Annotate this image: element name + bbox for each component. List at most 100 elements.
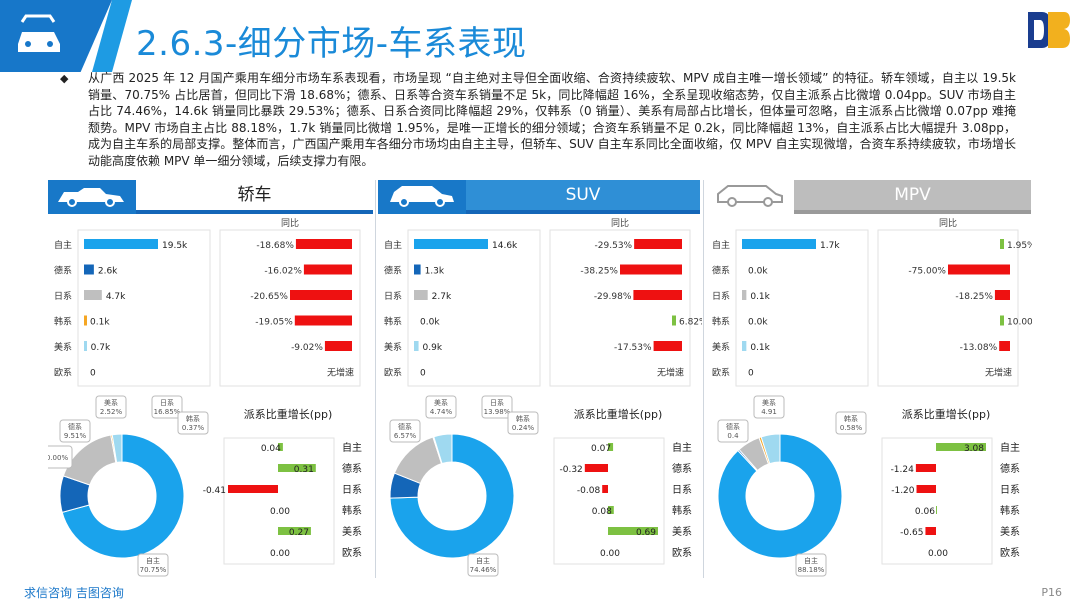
category-label: 欧系 bbox=[54, 367, 72, 379]
donut-slice bbox=[717, 433, 843, 559]
page-title: 2.6.3-细分市场-车系表现 bbox=[136, 24, 527, 64]
share-change-title: 派系比重增长(pp) bbox=[244, 407, 333, 421]
sales-value-label: 2.6k bbox=[98, 267, 118, 277]
donut-share-label: 4.74% bbox=[430, 408, 453, 416]
donut-category-label: 德系 bbox=[726, 422, 740, 431]
donut-callout-box bbox=[48, 445, 73, 469]
yoy-header: 同比 bbox=[939, 217, 957, 229]
donut-slice bbox=[61, 433, 185, 559]
share-change-category-label: 欧系 bbox=[1000, 547, 1020, 559]
yoy-value-label: 无增速 bbox=[985, 367, 1012, 379]
category-label: 欧系 bbox=[384, 367, 402, 379]
yoy-bar bbox=[324, 341, 352, 351]
share-change-category-label: 自主 bbox=[672, 441, 692, 454]
share-change-category-label: 自主 bbox=[342, 441, 362, 454]
donut-share-label: 74.46% bbox=[470, 566, 497, 574]
share-change-category-label: 韩系 bbox=[1000, 504, 1020, 517]
sedan-icon bbox=[58, 188, 124, 207]
segment-label-sedan: 轿车 bbox=[136, 180, 373, 210]
segment-label-mpv: MPV bbox=[794, 180, 1031, 210]
donut-category-label: 韩系 bbox=[186, 414, 200, 423]
share-change-category-label: 德系 bbox=[1000, 462, 1020, 475]
sales-bar bbox=[84, 239, 158, 249]
donut-share-label: 16.85% bbox=[154, 408, 181, 416]
yoy-chart-frame bbox=[219, 229, 361, 387]
yoy-bar bbox=[633, 290, 682, 300]
summary-paragraph: 从广西 2025 年 12 月国产乘用车细分市场车系表现看，市场呈现 “自主绝对… bbox=[88, 71, 1016, 168]
share-change-title: 派系比重增长(pp) bbox=[902, 407, 991, 421]
category-label: 美系 bbox=[712, 341, 730, 353]
sales-value-label: 1.7k bbox=[820, 241, 840, 251]
share-change-value-label: 0.00 bbox=[270, 507, 290, 517]
donut-callout-box bbox=[467, 553, 499, 577]
yoy-value-label: 无增速 bbox=[657, 367, 684, 379]
category-label: 德系 bbox=[712, 265, 730, 277]
share-change-category-label: 日系 bbox=[342, 484, 362, 496]
share-change-category-label: 美系 bbox=[1000, 525, 1020, 538]
yoy-value-label: 无增速 bbox=[327, 367, 354, 379]
sales-value-label: 0.1k bbox=[750, 292, 770, 302]
share-change-bar bbox=[608, 527, 658, 535]
donut-share-label: 0.4 bbox=[727, 432, 739, 440]
sales-value-label: 0.7k bbox=[91, 343, 111, 353]
mpv-icon bbox=[717, 185, 783, 207]
sales-value-label: 2.7k bbox=[432, 292, 452, 302]
share-change-value-label: 0.04 bbox=[261, 444, 281, 454]
donut-slice bbox=[433, 433, 453, 465]
donut-share-label: 13.98% bbox=[484, 408, 511, 416]
donut-callout-box bbox=[835, 411, 867, 435]
share-change-bar bbox=[925, 527, 936, 535]
yoy-header: 同比 bbox=[281, 217, 299, 229]
share-change-category-label: 日系 bbox=[672, 484, 692, 496]
sales-chart-frame bbox=[735, 229, 869, 387]
share-change-value-label: -1.20 bbox=[891, 486, 915, 496]
share-change-bar bbox=[278, 443, 283, 451]
sales-value-label: 0.0k bbox=[420, 318, 440, 328]
yoy-bar bbox=[290, 290, 352, 300]
yoy-bar bbox=[295, 239, 352, 249]
sales-bar bbox=[414, 264, 421, 275]
share-change-value-label: 0.06 bbox=[915, 507, 935, 517]
yoy-value-label: -75.00% bbox=[908, 267, 946, 277]
donut-share-label: 0.00% bbox=[48, 454, 68, 462]
donut-category-label: 自主 bbox=[476, 556, 490, 565]
sales-value-label: 4.7k bbox=[106, 292, 126, 302]
share-change-value-label: 0.00 bbox=[928, 549, 948, 559]
category-label: 韩系 bbox=[712, 316, 730, 328]
donut-share-label: 0.24% bbox=[512, 424, 535, 432]
sales-bar bbox=[742, 290, 747, 300]
share-change-category-label: 韩系 bbox=[672, 504, 692, 517]
donut-category-label: 日系 bbox=[160, 398, 174, 407]
donut-share-label: 70.75% bbox=[140, 566, 167, 574]
sales-bar bbox=[414, 239, 488, 249]
share-change-value-label: -0.65 bbox=[900, 528, 923, 538]
category-label: 韩系 bbox=[54, 316, 72, 328]
segment-header-sedan: 轿车 bbox=[48, 180, 373, 214]
share-change-bar bbox=[608, 506, 614, 514]
share-change-bar bbox=[608, 443, 614, 451]
share-change-bar bbox=[915, 464, 936, 472]
sales-value-label: 0.0k bbox=[748, 267, 768, 277]
sales-value-label: 0.9k bbox=[423, 343, 443, 353]
segment-label-suv: SUV bbox=[466, 180, 700, 210]
yoy-value-label: -18.68% bbox=[256, 241, 294, 251]
yoy-bar bbox=[999, 341, 1010, 351]
yoy-value-label: -16.02% bbox=[264, 267, 302, 277]
share-change-value-label: 0.31 bbox=[294, 465, 314, 475]
donut-share-label: 4.91 bbox=[761, 408, 777, 416]
donut-callout-box bbox=[507, 411, 539, 435]
sales-chart-frame bbox=[77, 229, 211, 387]
divider bbox=[703, 180, 704, 578]
donut-callout-box bbox=[95, 395, 127, 419]
donut-callout-box bbox=[59, 419, 91, 443]
category-label: 欧系 bbox=[712, 367, 730, 379]
footer-link[interactable]: 求信咨询 吉图咨询 bbox=[24, 586, 124, 600]
donut-category-label: 韩系 bbox=[844, 414, 858, 423]
share-change-value-label: -1.24 bbox=[891, 465, 915, 475]
yoy-value-label: 10.00% bbox=[1007, 318, 1032, 328]
yoy-bar bbox=[1000, 315, 1004, 326]
sales-value-label: 0 bbox=[90, 369, 96, 379]
sales-chart-frame bbox=[407, 229, 541, 387]
yoy-value-label: -20.65% bbox=[250, 292, 288, 302]
